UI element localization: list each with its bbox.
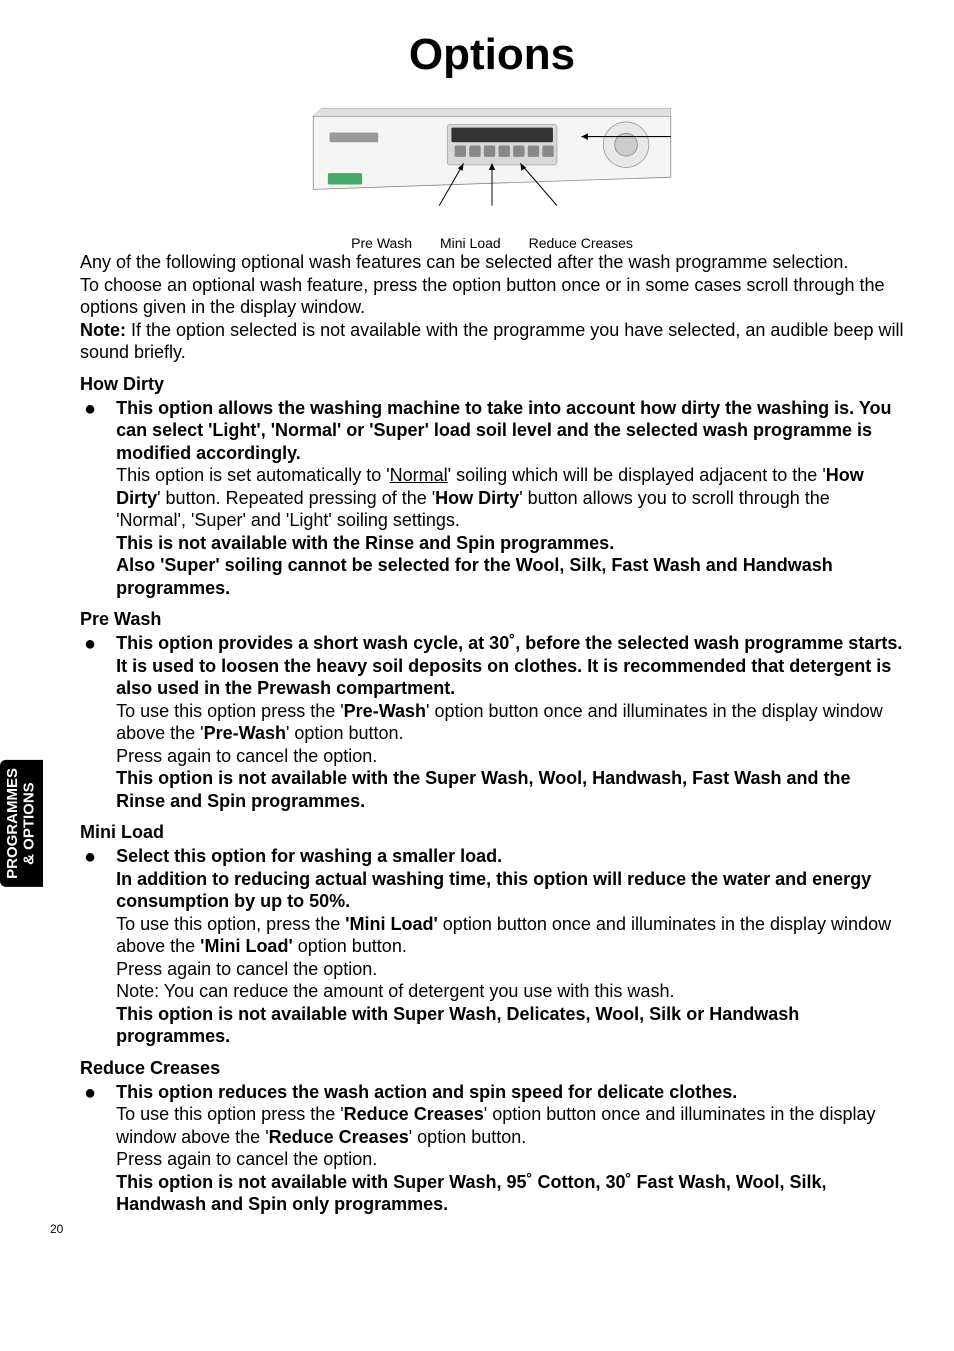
- how-dirty-content: This option allows the washing machine t…: [116, 397, 904, 600]
- reduce-creases-b1: This option reduces the wash action and …: [116, 1082, 737, 1102]
- mini-load-bold1: 'Mini Load': [345, 914, 438, 934]
- reduce-creases-p1a: To use this option press the ': [116, 1104, 344, 1124]
- how-dirty-p1b: ' soiling which will be displayed adjace…: [448, 465, 826, 485]
- page-number: 20: [50, 1222, 63, 1236]
- mini-load-p1a: To use this option, press the: [116, 914, 345, 934]
- diagram-label-reduce-creases: Reduce Creases: [529, 235, 633, 251]
- mini-load-p2: Press again to cancel the option.: [116, 959, 377, 979]
- device-diagram: How Dirty: [80, 100, 904, 230]
- side-tab: PROGRAMMES& OPTIONS: [0, 760, 43, 887]
- reduce-creases-bold1: Reduce Creases: [344, 1104, 484, 1124]
- pre-wash-p1a: To use this option press the ': [116, 701, 344, 721]
- note-text: If the option selected is not available …: [80, 320, 903, 363]
- how-dirty-bullet: ● This option allows the washing machine…: [80, 397, 904, 600]
- mini-load-b2: In addition to reducing actual washing t…: [116, 869, 871, 912]
- pre-wash-bold1: Pre-Wash: [344, 701, 426, 721]
- pre-wash-b1: This option provides a short wash cycle,…: [116, 633, 902, 698]
- how-dirty-b2: This is not available with the Rinse and…: [116, 533, 614, 553]
- mini-load-p1c: option button.: [293, 936, 407, 956]
- mini-load-b1: Select this option for washing a smaller…: [116, 846, 502, 866]
- how-dirty-normal: Normal: [390, 465, 448, 485]
- intro-note: Note: If the option selected is not avai…: [80, 319, 904, 364]
- diagram-bottom-labels: Pre Wash Mini Load Reduce Creases: [80, 235, 904, 251]
- pre-wash-bullet: ● This option provides a short wash cycl…: [80, 632, 904, 812]
- intro-p2: To choose an optional wash feature, pres…: [80, 274, 904, 319]
- mini-load-heading: Mini Load: [80, 822, 904, 843]
- reduce-creases-heading: Reduce Creases: [80, 1058, 904, 1079]
- how-dirty-p1c: ' button. Repeated pressing of the ': [157, 488, 435, 508]
- mini-load-bullet: ● Select this option for washing a small…: [80, 845, 904, 1048]
- bullet-icon: ●: [84, 845, 96, 1048]
- pre-wash-content: This option provides a short wash cycle,…: [116, 632, 904, 812]
- intro-p1: Any of the following optional wash featu…: [80, 251, 904, 274]
- pre-wash-p2: Press again to cancel the option.: [116, 746, 377, 766]
- bullet-icon: ●: [84, 632, 96, 812]
- reduce-creases-p1c: ' option button.: [409, 1127, 527, 1147]
- how-dirty-b3: Also 'Super' soiling cannot be selected …: [116, 555, 833, 598]
- reduce-creases-p2: Press again to cancel the option.: [116, 1149, 377, 1169]
- pre-wash-p1c: ' option button.: [286, 723, 404, 743]
- how-dirty-p1a: This option is set automatically to ': [116, 465, 390, 485]
- reduce-creases-bold2: Reduce Creases: [269, 1127, 409, 1147]
- diagram-label-mini-load: Mini Load: [440, 235, 501, 251]
- reduce-creases-bullet: ● This option reduces the wash action an…: [80, 1081, 904, 1216]
- how-dirty-b1: This option allows the washing machine t…: [116, 398, 891, 463]
- pre-wash-b2: This option is not available with the Su…: [116, 768, 850, 811]
- bullet-icon: ●: [84, 1081, 96, 1216]
- mini-load-p3: Note: You can reduce the amount of deter…: [116, 981, 674, 1001]
- reduce-creases-b2: This option is not available with Super …: [116, 1172, 826, 1215]
- how-dirty-heading: How Dirty: [80, 374, 904, 395]
- pre-wash-heading: Pre Wash: [80, 609, 904, 630]
- bullet-icon: ●: [84, 397, 96, 600]
- reduce-creases-content: This option reduces the wash action and …: [116, 1081, 904, 1216]
- page-title: Options: [80, 30, 904, 80]
- mini-load-b3: This option is not available with Super …: [116, 1004, 799, 1047]
- mini-load-content: Select this option for washing a smaller…: [116, 845, 904, 1048]
- how-dirty-bold2: How Dirty: [435, 488, 519, 508]
- washing-machine-panel-svg: [262, 100, 722, 230]
- diagram-label-pre-wash: Pre Wash: [351, 235, 412, 251]
- note-label: Note:: [80, 320, 126, 340]
- mini-load-bold2: 'Mini Load': [200, 936, 293, 956]
- pre-wash-bold2: Pre-Wash: [204, 723, 286, 743]
